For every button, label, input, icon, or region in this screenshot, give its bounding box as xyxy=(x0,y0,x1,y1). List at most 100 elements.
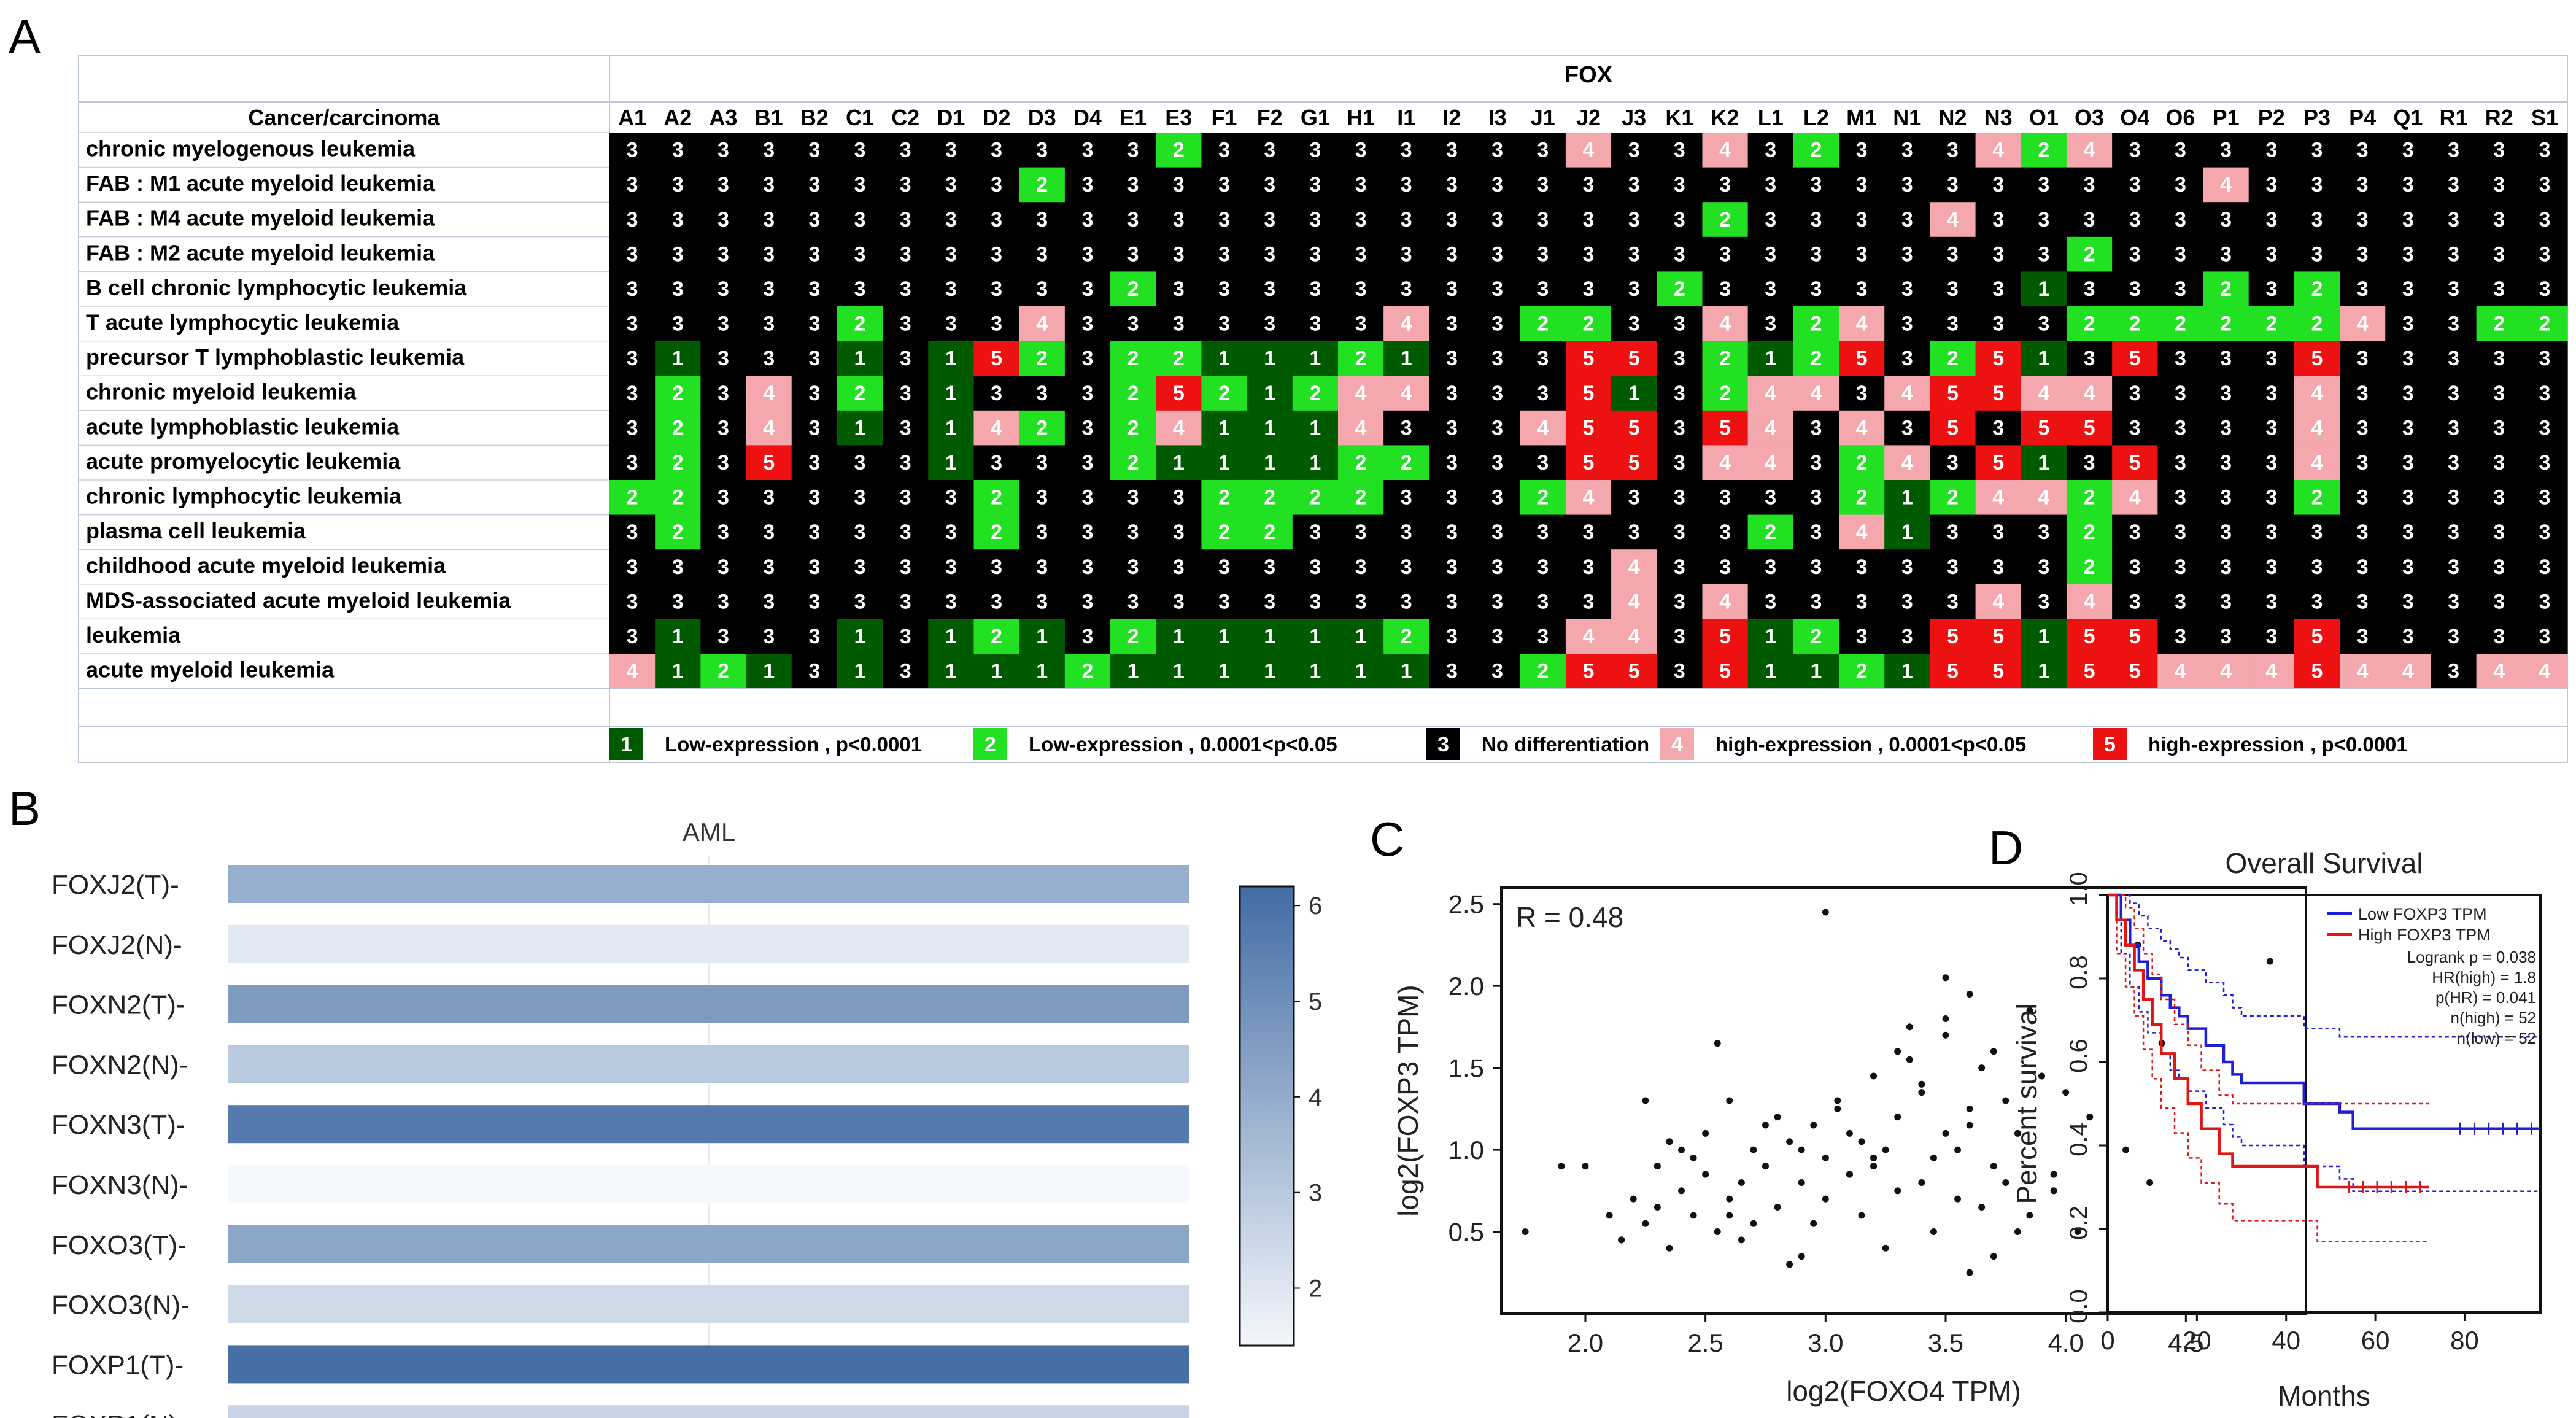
cell-value: 3 xyxy=(2539,242,2550,266)
heatmap-cell xyxy=(837,133,883,168)
cell-value: 3 xyxy=(2084,277,2095,301)
cell-value: 3 xyxy=(2265,173,2277,196)
cell-value: 3 xyxy=(763,139,775,162)
heatmap-cell xyxy=(791,167,838,203)
heatmap-cell xyxy=(1110,306,1156,342)
cell-value: 3 xyxy=(1719,173,1731,196)
row-label: FAB : M2 acute myeloid leukemia xyxy=(86,240,435,265)
cell-value: 3 xyxy=(1719,242,1731,266)
heatmap-cell xyxy=(1565,133,1612,168)
cell-value: 3 xyxy=(1264,242,1275,266)
row-label: chronic myelogenous leukemia xyxy=(86,136,416,161)
cell-value: 3 xyxy=(1081,139,1093,162)
cell-value: 3 xyxy=(2220,208,2232,231)
cell-value: 3 xyxy=(1491,173,1503,196)
cell-value: 3 xyxy=(763,208,775,231)
cell-value: 3 xyxy=(1218,242,1230,266)
heatmap-cell xyxy=(1520,236,1566,272)
heatmap-cell xyxy=(837,236,883,272)
heatmap-cell xyxy=(1884,341,1930,376)
heatmap-cell xyxy=(1793,341,1839,376)
heatmap-cell xyxy=(973,376,1020,411)
cell-value: 3 xyxy=(627,208,638,231)
cell-value: 3 xyxy=(945,139,957,162)
heatmap-cell xyxy=(1474,271,1521,307)
cell-value: 3 xyxy=(1309,208,1321,231)
heatmap-cell xyxy=(1702,271,1749,307)
heatmap-cell xyxy=(1292,306,1339,342)
heatmap-cell xyxy=(837,341,883,376)
cell-value: 3 xyxy=(1856,173,1868,196)
cell-value: 2 xyxy=(1537,312,1549,336)
cell-value: 3 xyxy=(1355,312,1367,336)
column-label: O1 xyxy=(2029,105,2059,130)
heatmap-cell xyxy=(973,133,1020,168)
y-tick-label: 0.8 xyxy=(2065,955,2092,990)
heatmap-cell xyxy=(1884,236,1930,272)
cell-value: 3 xyxy=(1628,242,1640,266)
cell-value: 3 xyxy=(1674,139,1685,162)
heatmap-cell xyxy=(1747,202,1794,238)
heatmap-cell xyxy=(2431,341,2477,376)
panel-label-d: D xyxy=(1989,821,2024,875)
heatmap-cell xyxy=(1156,306,1202,342)
cell-value: 2 xyxy=(1719,208,1731,231)
heatmap-cell xyxy=(883,236,929,272)
cell-value: 2 xyxy=(2129,312,2141,336)
heatmap-cell xyxy=(1429,133,1476,168)
cell-value: 3 xyxy=(1537,208,1549,231)
heatmap-cell xyxy=(1110,202,1156,238)
cell-value: 1 xyxy=(854,347,866,370)
heatmap-cell xyxy=(1019,271,1066,307)
heatmap-cell xyxy=(1930,202,1976,238)
cell-value: 3 xyxy=(808,242,820,266)
heatmap-cell xyxy=(1429,236,1476,272)
heatmap-cell xyxy=(2157,202,2204,238)
heatmap-cell xyxy=(883,133,929,168)
heatmap-cell xyxy=(883,341,929,376)
cell-value: 2 xyxy=(1173,347,1185,370)
heatmap-cell xyxy=(1383,202,1429,238)
cell-value: 3 xyxy=(1856,277,1868,301)
heatmap-cell xyxy=(1565,271,1612,307)
heatmap-cell xyxy=(1247,236,1293,272)
cell-value: 3 xyxy=(854,139,866,162)
column-label: C2 xyxy=(891,105,919,130)
heatmap-cell xyxy=(2476,236,2523,272)
cell-value: 3 xyxy=(2175,242,2186,266)
cell-value: 3 xyxy=(1947,277,1959,301)
heatmap-cell xyxy=(2385,341,2432,376)
column-label: A2 xyxy=(663,105,692,130)
cell-value: 2 xyxy=(1947,347,1959,370)
heatmap-cell xyxy=(1657,133,1703,168)
y-tick-label: 0.0 xyxy=(2065,1289,2092,1323)
cell-value: 3 xyxy=(1901,208,1913,231)
heatmap-cell xyxy=(1064,341,1111,376)
cell-value: 3 xyxy=(900,312,911,336)
heatmap-cell xyxy=(2340,167,2386,203)
heatmap-cell xyxy=(1474,236,1521,272)
cell-value: 3 xyxy=(1081,208,1093,231)
heatmap-cell xyxy=(1520,167,1566,203)
heatmap-cell xyxy=(2021,341,2067,376)
cell-value: 3 xyxy=(2448,173,2459,196)
cell-value: 3 xyxy=(1765,277,1776,301)
heatmap-cell xyxy=(609,306,656,342)
cell-value: 3 xyxy=(1173,173,1185,196)
heatmap-cell xyxy=(928,341,975,376)
heatmap-cell xyxy=(2521,133,2568,168)
cell-value: 5 xyxy=(2129,347,2141,370)
cell-value: 3 xyxy=(672,277,684,301)
heatmap-cell xyxy=(1930,306,1976,342)
heatmap-cell xyxy=(746,376,792,411)
cell-value: 2 xyxy=(1127,277,1139,301)
row-label: T acute lymphocytic leukemia xyxy=(86,309,400,335)
heatmap-cell xyxy=(2066,236,2113,272)
heatmap-cell xyxy=(746,306,792,342)
heatmap-cell xyxy=(2431,202,2477,238)
cell-value: 3 xyxy=(1901,312,1913,336)
cell-value: 1 xyxy=(1401,347,1412,370)
heatmap-cell xyxy=(2248,167,2295,203)
heatmap-cell xyxy=(1156,236,1202,272)
cell-value: 3 xyxy=(900,139,911,162)
